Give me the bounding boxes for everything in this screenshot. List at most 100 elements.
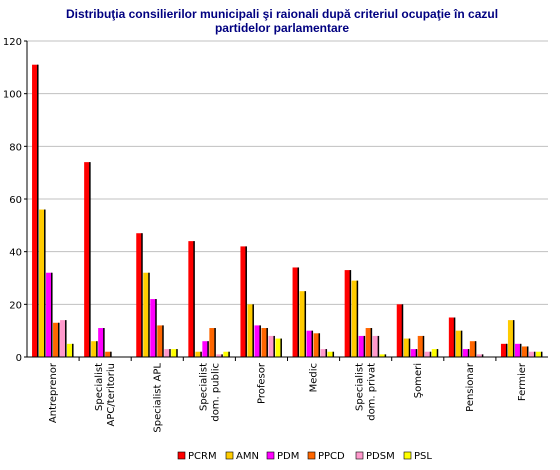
bar-amn <box>507 320 514 357</box>
bar-ppcd <box>209 328 216 357</box>
bar-pdm <box>514 343 521 357</box>
legend-swatch-pdm <box>266 451 275 460</box>
bar-psl <box>327 351 334 357</box>
bar-shadow <box>436 349 439 357</box>
bar-pdm <box>410 349 417 357</box>
bar-shadow <box>273 335 275 357</box>
legend: PCRM AMN PDM PPCD PDSM PSL <box>177 451 432 462</box>
bar-psl <box>67 343 74 357</box>
bar-shadow <box>467 349 470 357</box>
bar-shadow <box>505 343 508 357</box>
bar-shadow <box>103 328 105 357</box>
bar-pdm <box>202 341 209 357</box>
legend-swatch-psl <box>403 451 412 460</box>
bar-pdsm <box>424 351 431 357</box>
bar-shadow <box>245 246 247 357</box>
bar-pdsm <box>320 349 327 357</box>
bar-shadow <box>266 328 268 357</box>
bar-ppcd <box>157 325 164 357</box>
bar-shadow <box>155 299 157 357</box>
bar-pdm <box>98 328 105 357</box>
bar-shadow <box>148 272 150 357</box>
bar-psl <box>171 349 178 357</box>
legend-label-pcrm: PCRM <box>188 451 217 462</box>
bar-shadow <box>65 320 67 357</box>
bar-amn <box>91 341 98 357</box>
bar-shadow <box>533 351 536 357</box>
x-category-label: Antreprenor <box>48 362 59 423</box>
legend-label-psl: PSL <box>414 451 432 462</box>
y-tick-label: 60 <box>9 195 22 206</box>
bar-shadow <box>460 330 463 357</box>
bar-shadow <box>169 349 171 357</box>
bar-shadow <box>415 349 418 357</box>
bar-shadow <box>401 304 404 357</box>
bar-shadow <box>221 354 223 357</box>
bar-pdsm <box>372 335 379 357</box>
bar-shadow <box>519 343 522 357</box>
bar-pdsm <box>268 335 275 357</box>
bar-shadow <box>384 354 387 357</box>
bar-shadow <box>325 349 328 357</box>
bar-shadow <box>512 320 515 357</box>
y-tick-label: 20 <box>9 300 22 311</box>
bar-psl <box>535 351 542 357</box>
x-category-label: Medic <box>309 363 320 392</box>
bar-shadow <box>141 233 143 357</box>
bar-ppcd <box>105 351 112 357</box>
bar-shadow <box>200 351 202 357</box>
chart-title-line-2: partidelor parlamentare <box>215 21 349 35</box>
bar-shadow <box>280 338 282 357</box>
axes: 0 20 40 60 80 100 120 Antreprenor SpecialistAPC/… <box>3 37 548 433</box>
bar-shadow <box>526 346 529 357</box>
bar-shadow <box>176 349 178 357</box>
bar-amn <box>455 330 462 357</box>
bar-amn <box>247 304 254 357</box>
bar-pcrm <box>500 343 507 357</box>
legend-label-pdsm: PDSM <box>366 451 395 462</box>
y-tick-label: 120 <box>3 37 22 48</box>
bar-pcrm <box>136 233 143 357</box>
bar-ppcd <box>53 322 60 357</box>
bar-pcrm <box>188 241 195 357</box>
bar-shadow <box>72 343 74 357</box>
x-category-label: Specialistdom. privat <box>355 363 378 421</box>
bar-amn <box>351 280 358 357</box>
bar-shadow <box>51 272 53 357</box>
bar-ppcd <box>313 333 320 357</box>
bar-shadow <box>37 64 39 357</box>
bar-pdm <box>254 325 261 357</box>
bar-shadow <box>311 330 314 357</box>
bar-shadow <box>44 209 46 357</box>
bar-shadow <box>453 317 456 357</box>
bar-ppcd <box>365 328 372 357</box>
bar-pdm <box>306 330 313 357</box>
x-category-label: Fermier <box>517 362 528 401</box>
legend-label-amn: AMN <box>236 451 259 462</box>
bar-shadow <box>252 304 254 357</box>
bar-amn <box>143 272 150 357</box>
y-tick-label: 0 <box>16 353 22 364</box>
x-category-label: Şomeri <box>413 363 424 398</box>
bar-psl <box>431 349 438 357</box>
y-tick-label: 80 <box>9 142 22 153</box>
bar-pcrm <box>292 267 299 357</box>
bar-shadow <box>370 328 373 357</box>
legend-label-ppcd: PPCD <box>318 451 345 462</box>
x-category-label: Profesor <box>256 362 267 404</box>
bar-pdsm <box>216 354 223 357</box>
bar-pdsm <box>164 349 171 357</box>
bar-shadow <box>408 338 411 357</box>
bar-shadow <box>422 335 425 357</box>
legend-swatch-ppcd <box>307 451 316 460</box>
bar-pcrm <box>84 162 91 357</box>
bar-amn <box>195 351 202 357</box>
bar-shadow <box>540 351 543 357</box>
bar-shadow <box>297 267 300 357</box>
bar-shadow <box>110 351 112 357</box>
bar-shadow <box>377 335 380 357</box>
bar-pcrm <box>32 64 39 357</box>
bar-shadow <box>193 241 195 357</box>
bar-psl <box>275 338 282 357</box>
